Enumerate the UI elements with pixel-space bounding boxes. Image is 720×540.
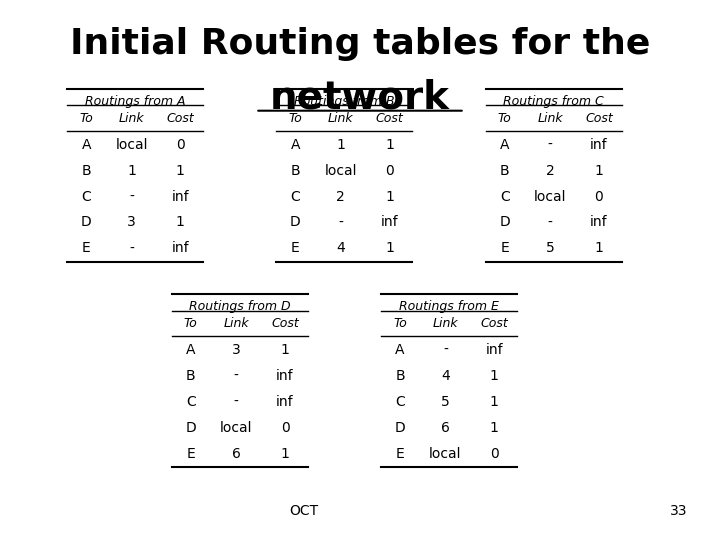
Text: 2: 2 [546,164,554,178]
Text: D: D [186,421,197,435]
Text: Link: Link [328,112,354,125]
Text: local: local [534,190,567,204]
Text: To: To [393,317,407,330]
Text: C: C [81,190,91,204]
Text: C: C [186,395,196,409]
Text: 1: 1 [490,369,499,383]
Text: Routings from D: Routings from D [189,300,290,313]
Text: inf: inf [381,215,398,230]
Text: -: - [234,395,238,409]
Text: D: D [500,215,510,230]
Text: D: D [395,421,405,435]
Text: E: E [396,447,405,461]
Text: local: local [325,164,357,178]
Text: local: local [220,421,253,435]
Text: B: B [81,164,91,178]
Text: B: B [500,164,510,178]
Text: To: To [184,317,198,330]
Text: E: E [82,241,91,255]
Text: -: - [443,343,448,357]
Text: 1: 1 [490,421,499,435]
Text: -: - [338,215,343,230]
Text: 1: 1 [595,241,603,255]
Text: -: - [234,369,238,383]
Text: 1: 1 [385,241,394,255]
Text: 5: 5 [441,395,450,409]
Text: A: A [395,343,405,357]
Text: 4: 4 [336,241,345,255]
Text: local: local [115,138,148,152]
Text: Link: Link [119,112,144,125]
Text: 1: 1 [595,164,603,178]
Text: 1: 1 [336,138,346,152]
Text: A: A [291,138,300,152]
Text: 0: 0 [595,190,603,204]
Text: -: - [548,138,552,152]
Text: inf: inf [171,241,189,255]
Text: Link: Link [223,317,249,330]
Text: 0: 0 [490,447,499,461]
Text: C: C [395,395,405,409]
Text: 1: 1 [490,395,499,409]
Text: 0: 0 [176,138,185,152]
Text: 5: 5 [546,241,554,255]
Text: Initial Routing tables for the: Initial Routing tables for the [70,27,650,61]
Text: B: B [186,369,196,383]
Text: 1: 1 [385,190,394,204]
Text: Routings from E: Routings from E [399,300,499,313]
Text: E: E [186,447,195,461]
Text: Cost: Cost [166,112,194,125]
Text: B: B [291,164,300,178]
Text: 1: 1 [385,138,394,152]
Text: inf: inf [485,343,503,357]
Text: inf: inf [590,138,608,152]
Text: Cost: Cost [480,317,508,330]
Text: Link: Link [433,317,458,330]
Text: Cost: Cost [585,112,613,125]
Text: 33: 33 [670,504,688,518]
Text: 1: 1 [281,447,289,461]
Text: E: E [500,241,509,255]
Text: 1: 1 [176,215,185,230]
Text: 3: 3 [232,343,240,357]
Text: 4: 4 [441,369,450,383]
Text: 6: 6 [232,447,240,461]
Text: E: E [291,241,300,255]
Text: B: B [395,369,405,383]
Text: 1: 1 [281,343,289,357]
Text: A: A [81,138,91,152]
Text: A: A [186,343,196,357]
Text: -: - [129,241,134,255]
Text: Routings from B: Routings from B [294,94,395,107]
Text: 3: 3 [127,215,136,230]
Text: 1: 1 [176,164,185,178]
Text: 0: 0 [385,164,394,178]
Text: Link: Link [537,112,563,125]
Text: 6: 6 [441,421,450,435]
Text: inf: inf [276,395,294,409]
Text: network: network [270,78,450,116]
Text: A: A [500,138,510,152]
Text: C: C [500,190,510,204]
Text: C: C [291,190,300,204]
Text: inf: inf [590,215,608,230]
Text: Routings from C: Routings from C [503,94,604,107]
Text: 0: 0 [281,421,289,435]
Text: -: - [129,190,134,204]
Text: To: To [498,112,512,125]
Text: Routings from A: Routings from A [85,94,185,107]
Text: OCT: OCT [289,504,319,518]
Text: -: - [548,215,552,230]
Text: 1: 1 [127,164,136,178]
Text: Cost: Cost [271,317,299,330]
Text: local: local [429,447,462,461]
Text: inf: inf [171,190,189,204]
Text: To: To [79,112,93,125]
Text: 2: 2 [336,190,345,204]
Text: D: D [290,215,301,230]
Text: inf: inf [276,369,294,383]
Text: D: D [81,215,91,230]
Text: Cost: Cost [376,112,403,125]
Text: To: To [289,112,302,125]
